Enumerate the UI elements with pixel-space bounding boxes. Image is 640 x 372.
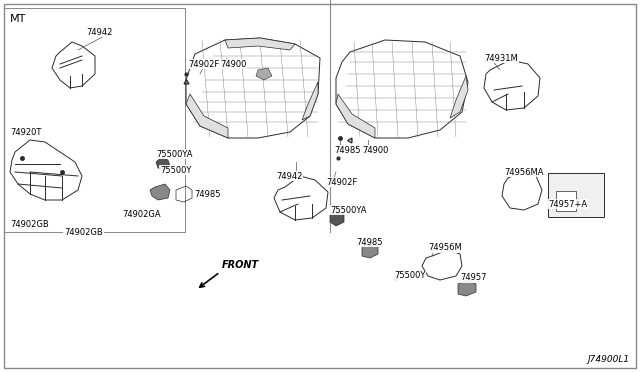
Text: J74900L1: J74900L1: [588, 355, 630, 364]
Bar: [556, 191, 576, 211]
Polygon shape: [458, 280, 476, 296]
Polygon shape: [225, 38, 295, 50]
Text: 74902F: 74902F: [188, 60, 220, 68]
Text: 75500Y: 75500Y: [394, 272, 426, 280]
Text: 75500YA: 75500YA: [330, 205, 367, 215]
Text: 74985: 74985: [194, 189, 221, 199]
Text: 74902GA: 74902GA: [122, 209, 161, 218]
Polygon shape: [362, 242, 378, 258]
Text: 74900: 74900: [220, 60, 246, 68]
Text: 74956MA: 74956MA: [504, 167, 543, 176]
Text: 74920T: 74920T: [10, 128, 42, 137]
Text: 74902GB: 74902GB: [64, 228, 103, 237]
Bar: [4, 8, 185, 232]
Polygon shape: [450, 76, 468, 118]
Text: 74931M: 74931M: [484, 54, 518, 62]
Text: 75500YA: 75500YA: [156, 150, 193, 158]
Polygon shape: [256, 68, 272, 80]
Text: 74902F: 74902F: [326, 177, 357, 186]
Text: 74985: 74985: [356, 237, 383, 247]
Text: 74956M: 74956M: [428, 244, 461, 253]
Text: 74957+A: 74957+A: [548, 199, 587, 208]
Text: MT: MT: [10, 14, 26, 24]
Bar: [548, 173, 604, 217]
Text: FRONT: FRONT: [222, 260, 259, 270]
Text: 75500Y: 75500Y: [160, 166, 191, 174]
Polygon shape: [156, 157, 170, 170]
Text: 74985Q: 74985Q: [334, 145, 367, 154]
Polygon shape: [302, 82, 318, 120]
Polygon shape: [150, 184, 170, 200]
Text: 74902GB: 74902GB: [10, 219, 49, 228]
Polygon shape: [330, 210, 344, 226]
Polygon shape: [186, 94, 228, 138]
Text: 74900: 74900: [362, 145, 388, 154]
Text: 74942: 74942: [86, 28, 113, 36]
Text: 74942: 74942: [276, 171, 302, 180]
Text: 74957: 74957: [460, 273, 486, 282]
Polygon shape: [336, 94, 375, 138]
